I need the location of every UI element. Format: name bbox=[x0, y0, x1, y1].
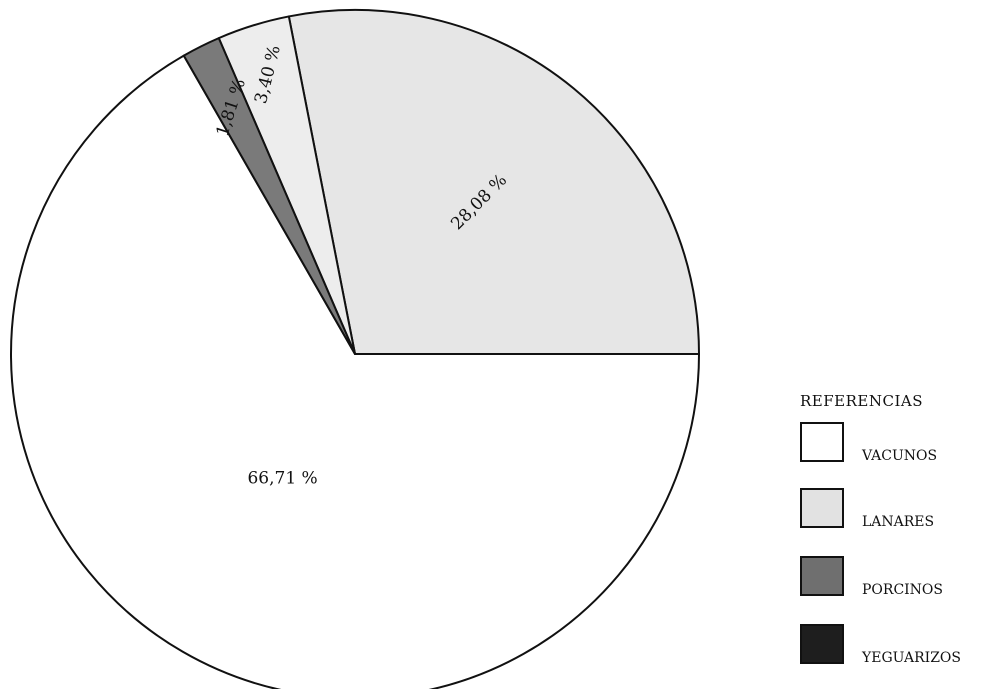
legend-item-lanares: LANARES bbox=[800, 488, 990, 536]
legend-item-vacunos: VACUNOS bbox=[800, 422, 990, 470]
legend-swatch-vacunos bbox=[800, 422, 844, 462]
pie-slice-porcinos bbox=[182, 37, 356, 355]
legend: REFERENCIAS VACUNOS LANARES PORCINOS YEG… bbox=[800, 392, 990, 682]
pie-slice-lanares bbox=[287, 9, 700, 355]
pie-slice-vacunos bbox=[10, 54, 700, 689]
legend-label-vacunos: VACUNOS bbox=[862, 448, 938, 464]
legend-label-lanares: LANARES bbox=[862, 514, 935, 530]
legend-label-porcinos: PORCINOS bbox=[862, 582, 943, 598]
legend-item-porcinos: PORCINOS bbox=[800, 556, 990, 604]
pie-label-vacunos: 66,71 % bbox=[247, 469, 317, 489]
legend-title: REFERENCIAS bbox=[800, 392, 923, 410]
legend-item-yeguarizos: YEGUARIZOS bbox=[800, 624, 990, 672]
legend-swatch-lanares bbox=[800, 488, 844, 528]
legend-label-yeguarizos: YEGUARIZOS bbox=[862, 650, 961, 666]
legend-swatch-porcinos bbox=[800, 556, 844, 596]
pie-slices bbox=[10, 9, 700, 689]
legend-swatch-yeguarizos bbox=[800, 624, 844, 664]
